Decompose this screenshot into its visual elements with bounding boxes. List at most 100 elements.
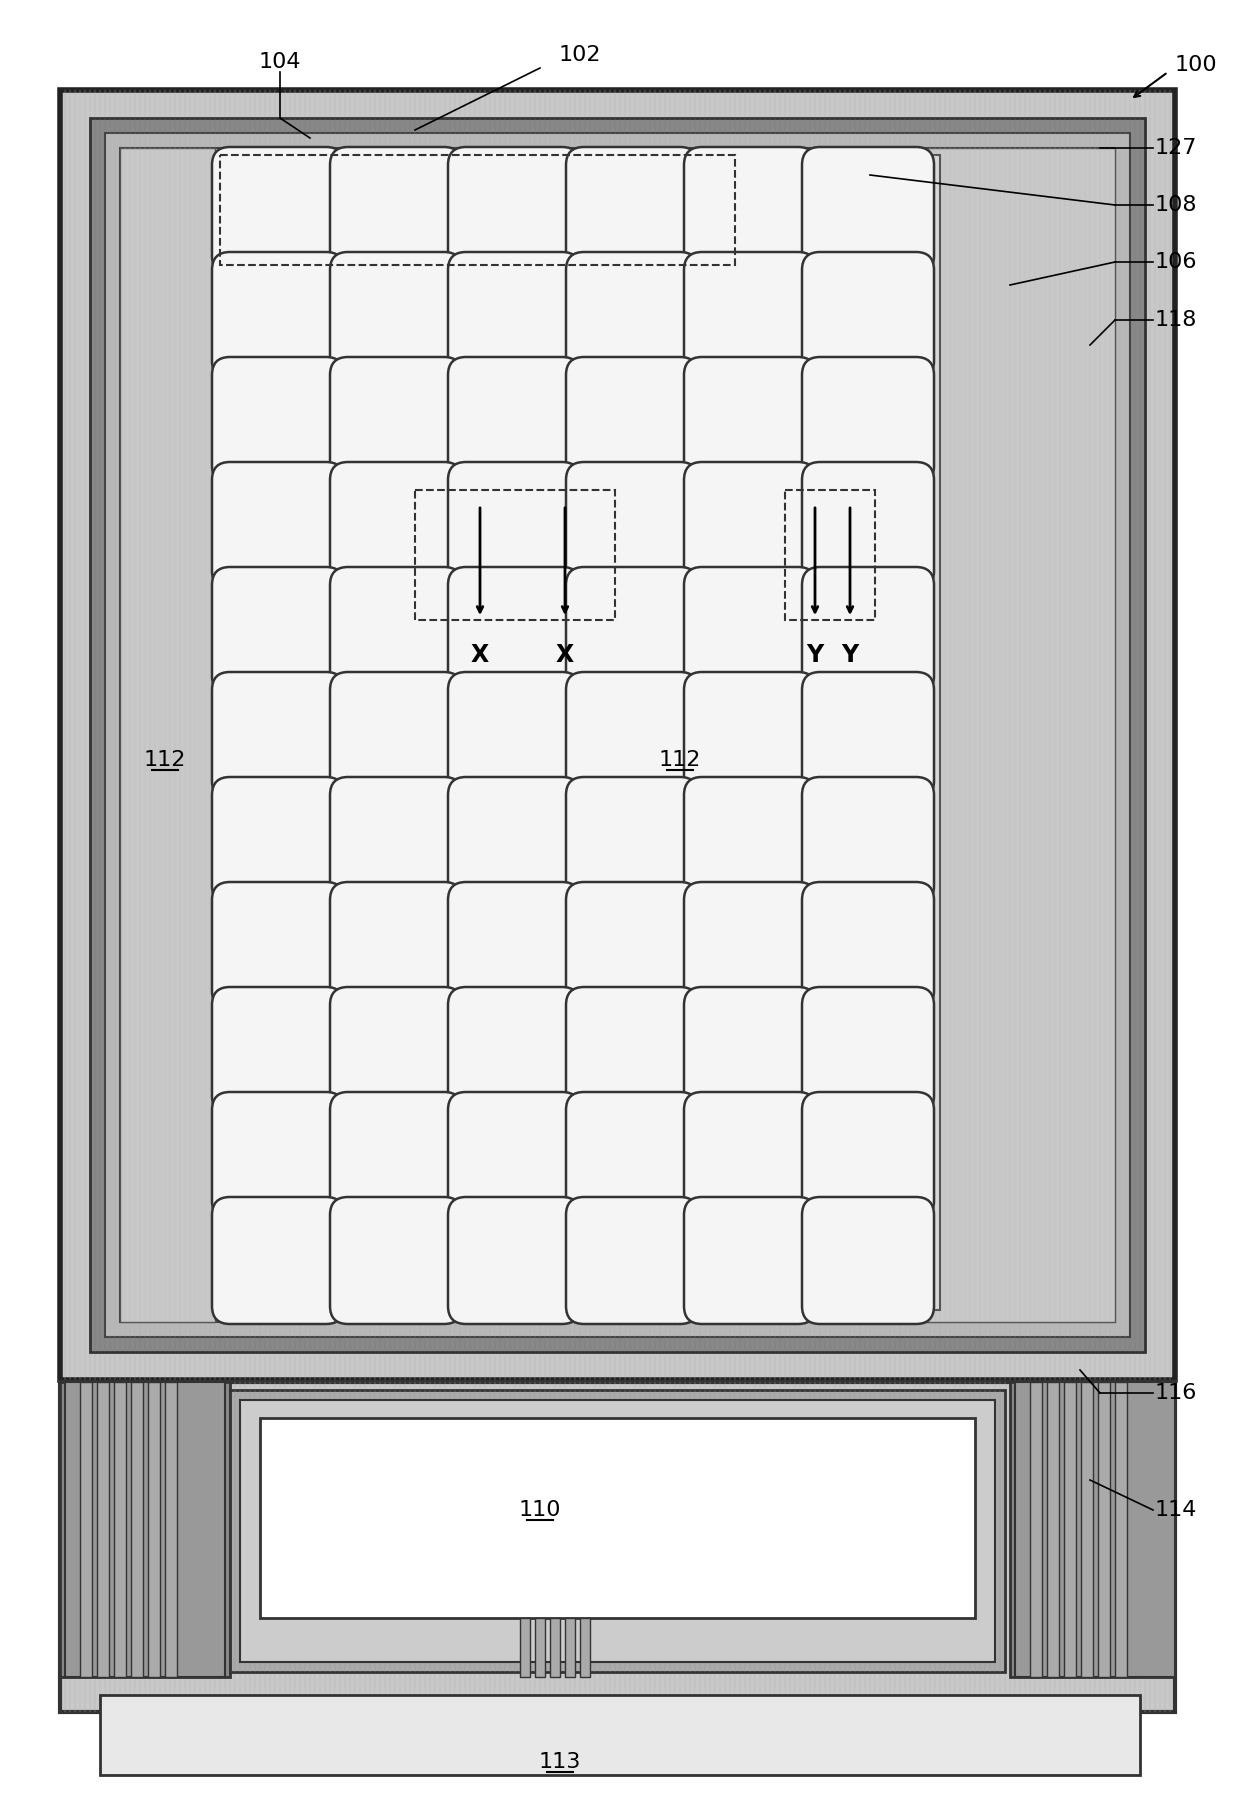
FancyBboxPatch shape: [565, 357, 698, 483]
FancyBboxPatch shape: [448, 986, 580, 1113]
Text: 113: 113: [539, 1752, 582, 1772]
Text: Y: Y: [842, 643, 858, 668]
Bar: [1097, 1383, 1110, 1678]
Bar: [219, 156, 940, 1310]
Bar: [415, 491, 615, 621]
Bar: [219, 156, 735, 264]
FancyBboxPatch shape: [802, 672, 934, 798]
Bar: [1064, 1383, 1076, 1678]
Text: X: X: [556, 643, 574, 668]
FancyBboxPatch shape: [684, 252, 816, 378]
FancyBboxPatch shape: [684, 672, 816, 798]
Bar: [120, 148, 1115, 1321]
FancyBboxPatch shape: [684, 462, 816, 588]
Bar: [1016, 1383, 1176, 1678]
Bar: [844, 148, 1115, 1321]
FancyBboxPatch shape: [684, 776, 816, 903]
FancyBboxPatch shape: [330, 1091, 463, 1218]
Bar: [165, 1383, 177, 1678]
FancyBboxPatch shape: [802, 1196, 934, 1323]
FancyBboxPatch shape: [212, 357, 343, 483]
Text: 106: 106: [1154, 252, 1198, 272]
FancyBboxPatch shape: [684, 357, 816, 483]
FancyBboxPatch shape: [212, 881, 343, 1008]
FancyBboxPatch shape: [684, 1196, 816, 1323]
FancyBboxPatch shape: [802, 881, 934, 1008]
FancyBboxPatch shape: [565, 776, 698, 903]
FancyBboxPatch shape: [330, 776, 463, 903]
FancyBboxPatch shape: [448, 357, 580, 483]
FancyBboxPatch shape: [802, 252, 934, 378]
Bar: [1047, 1383, 1059, 1678]
FancyBboxPatch shape: [802, 462, 934, 588]
FancyBboxPatch shape: [802, 567, 934, 693]
Bar: [785, 491, 875, 621]
Bar: [114, 1383, 126, 1678]
Bar: [91, 118, 1145, 1352]
Text: 104: 104: [259, 52, 301, 72]
Bar: [534, 1618, 546, 1678]
Text: 116: 116: [1154, 1383, 1198, 1403]
FancyBboxPatch shape: [330, 147, 463, 273]
Bar: [1030, 1383, 1042, 1678]
FancyBboxPatch shape: [330, 986, 463, 1113]
Bar: [551, 1618, 560, 1678]
FancyBboxPatch shape: [330, 567, 463, 693]
FancyBboxPatch shape: [212, 776, 343, 903]
Text: 110: 110: [518, 1500, 562, 1520]
Bar: [120, 148, 215, 1321]
FancyBboxPatch shape: [212, 567, 343, 693]
Text: 100: 100: [1176, 54, 1218, 74]
Text: 127: 127: [1154, 138, 1198, 157]
Bar: [81, 1383, 92, 1678]
FancyBboxPatch shape: [448, 881, 580, 1008]
FancyBboxPatch shape: [565, 147, 698, 273]
FancyBboxPatch shape: [802, 357, 934, 483]
FancyBboxPatch shape: [802, 147, 934, 273]
FancyBboxPatch shape: [212, 147, 343, 273]
FancyBboxPatch shape: [330, 252, 463, 378]
Text: 118: 118: [1154, 310, 1198, 329]
FancyBboxPatch shape: [448, 147, 580, 273]
Bar: [565, 1618, 575, 1678]
FancyBboxPatch shape: [212, 462, 343, 588]
FancyBboxPatch shape: [212, 1196, 343, 1323]
FancyBboxPatch shape: [565, 672, 698, 798]
FancyBboxPatch shape: [212, 986, 343, 1113]
Bar: [100, 1694, 1140, 1776]
Text: 102: 102: [559, 45, 601, 65]
FancyBboxPatch shape: [565, 1091, 698, 1218]
Bar: [1011, 1383, 1176, 1678]
Bar: [131, 1383, 143, 1678]
FancyBboxPatch shape: [565, 462, 698, 588]
FancyBboxPatch shape: [802, 986, 934, 1113]
Bar: [105, 132, 1130, 1338]
Bar: [97, 1383, 109, 1678]
FancyBboxPatch shape: [330, 357, 463, 483]
FancyBboxPatch shape: [212, 672, 343, 798]
Bar: [60, 1383, 229, 1678]
Bar: [1115, 1383, 1127, 1678]
FancyBboxPatch shape: [684, 567, 816, 693]
Bar: [580, 1618, 590, 1678]
Bar: [241, 1399, 994, 1662]
FancyBboxPatch shape: [565, 1196, 698, 1323]
Bar: [60, 1383, 1176, 1712]
FancyBboxPatch shape: [448, 776, 580, 903]
FancyBboxPatch shape: [212, 1091, 343, 1218]
FancyBboxPatch shape: [684, 986, 816, 1113]
FancyBboxPatch shape: [212, 252, 343, 378]
Bar: [60, 90, 1176, 1379]
FancyBboxPatch shape: [802, 776, 934, 903]
Text: 112: 112: [144, 749, 186, 769]
Text: X: X: [471, 643, 489, 668]
FancyBboxPatch shape: [565, 252, 698, 378]
FancyBboxPatch shape: [684, 881, 816, 1008]
Bar: [229, 1390, 1004, 1672]
Bar: [1081, 1383, 1092, 1678]
FancyBboxPatch shape: [330, 462, 463, 588]
FancyBboxPatch shape: [448, 567, 580, 693]
Bar: [64, 1383, 224, 1678]
FancyBboxPatch shape: [448, 1091, 580, 1218]
FancyBboxPatch shape: [448, 672, 580, 798]
